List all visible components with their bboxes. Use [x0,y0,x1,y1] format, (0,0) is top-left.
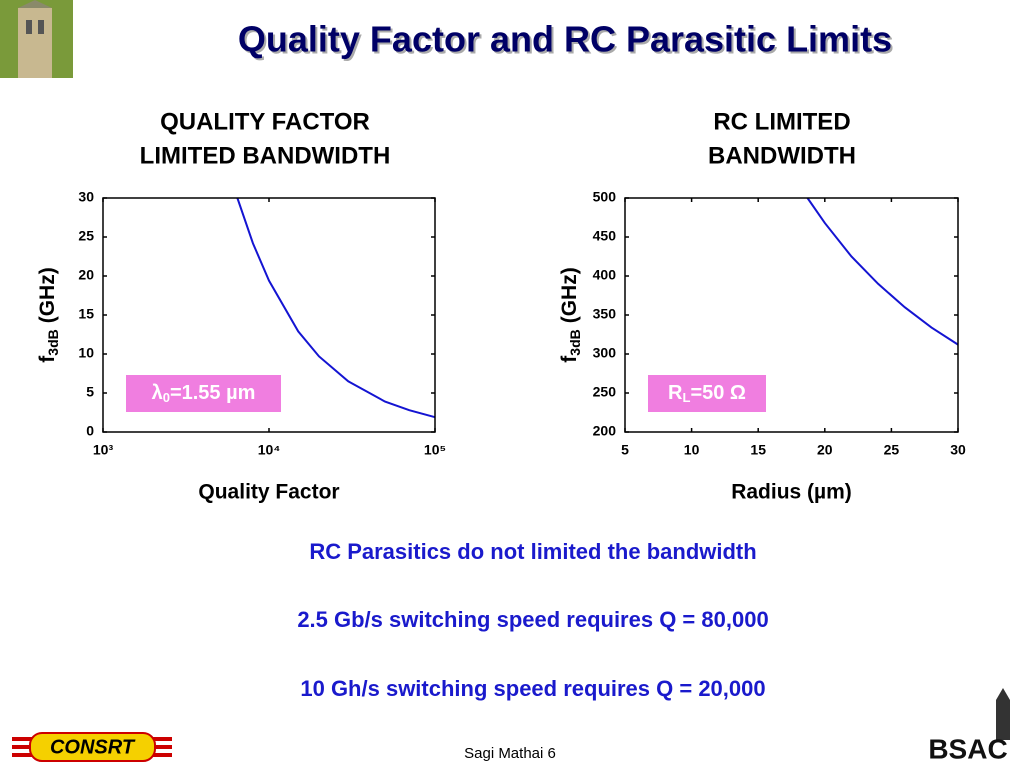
y-label-unit: (GHz) [558,267,581,323]
x-axis-label: Quality Factor [198,481,339,504]
logo-text: BSAC [928,733,1007,764]
y-tick-label: 450 [593,228,617,244]
x-tick-label: 5 [621,442,629,458]
plot-frame [102,197,436,433]
data-line [236,197,436,419]
annotation: λ0=1.55 µm [152,382,256,405]
y-tick-label: 30 [78,189,94,205]
consrt-logo: CONSRT [12,732,172,762]
y-tick-label: 400 [593,267,617,283]
logo-text: CONSRT [50,736,136,758]
chart-title: RC LIMITED [713,108,850,135]
annotation: RL=50 Ω [668,382,746,405]
chart-title: BANDWIDTH [708,142,856,169]
y-tick-label: 15 [78,306,94,322]
note: RC Parasitics do not limited the bandwid… [309,539,756,564]
x-tick-label: 10⁴ [258,442,281,458]
y-tick-label: 10 [78,345,94,361]
x-tick-label: 10³ [93,442,114,458]
chart-title: QUALITY FACTOR [160,108,370,135]
footer: Sagi Mathai 6 [464,745,556,762]
y-label-subscript: 3dB [45,329,61,355]
x-tick-label: 30 [950,442,966,458]
x-tick-label: 25 [884,442,900,458]
y-tick-label: 300 [593,345,617,361]
note: 2.5 Gb/s switching speed requires Q = 80… [297,607,768,632]
x-axis-label: Radius (µm) [731,481,852,504]
y-tick-label: 20 [78,267,94,283]
annotation-symbol: R [668,382,683,404]
annotation-text: =50 Ω [690,382,746,404]
y-tick-label: 250 [593,384,617,400]
annotation-symbol: λ [152,382,163,404]
chart-title: LIMITED BANDWIDTH [140,142,391,169]
data-line [806,197,959,346]
y-tick-label: 350 [593,306,617,322]
slide-title: Quality Factor and RC Parasitic Limits [238,19,892,60]
annotation-subscript: L [682,390,690,405]
annotation-box [126,375,281,412]
x-tick-label: 20 [817,442,833,458]
x-tick-label: 10⁵ [424,442,446,458]
y-label-symbol: f [36,355,59,363]
bsac-logo: BSAC [928,688,1010,764]
annotation-subscript: 0 [163,390,170,405]
y-label-symbol: f [558,355,581,363]
y-label-unit: (GHz) [36,267,59,323]
note: 10 Gh/s switching speed requires Q = 20,… [300,676,765,701]
title-shadow: Quality Factor and RC Parasitic Limits [240,21,894,62]
y-tick-label: 25 [78,228,94,244]
x-tick-label: 10 [684,442,700,458]
annotation-text: =1.55 µm [170,382,255,404]
y-tick-label: 200 [593,423,617,439]
annotation-box [648,375,766,412]
y-axis-label: f3dB (GHz) [558,267,583,362]
y-tick-label: 500 [593,189,617,205]
y-tick-label: 0 [86,423,94,439]
y-tick-label: 5 [86,384,94,400]
plot-frame [624,197,959,433]
y-label-subscript: 3dB [567,329,583,355]
x-tick-label: 15 [750,442,766,458]
campanile-photo [0,0,73,78]
y-axis-label: f3dB (GHz) [36,267,61,362]
